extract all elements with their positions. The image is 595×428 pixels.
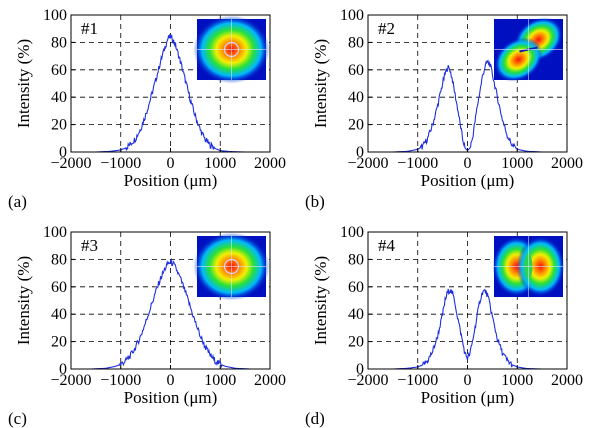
panel-letter: (a) <box>8 192 27 211</box>
panel-tag: #4 <box>378 236 396 255</box>
y-axis-title: Intensity (%) <box>14 39 33 128</box>
y-tick-label: 40 <box>348 89 364 106</box>
x-axis-title: Position (μm) <box>421 171 515 190</box>
panel-tag: #1 <box>81 19 98 38</box>
x-tick-label: 2000 <box>551 372 583 389</box>
x-tick-label: −2000 <box>347 155 388 172</box>
x-tick-label: 1000 <box>501 372 533 389</box>
y-tick-label: 60 <box>348 62 364 79</box>
y-tick-label: 100 <box>43 224 67 241</box>
panel-letter: (c) <box>8 409 27 428</box>
x-tick-label: 1000 <box>204 372 236 389</box>
y-tick-label: 20 <box>348 334 364 351</box>
x-tick-label: 2000 <box>254 155 286 172</box>
y-axis-title: Intensity (%) <box>311 256 330 345</box>
x-tick-label: −1000 <box>397 155 438 172</box>
y-tick-label: 80 <box>348 34 364 51</box>
y-tick-label: 80 <box>51 34 67 51</box>
y-tick-label: 100 <box>340 7 364 24</box>
x-tick-label: −1000 <box>397 372 438 389</box>
panel-c: −2000 −1000 0 1000 2000 0 20 40 60 80 100 Position … <box>8 224 286 428</box>
x-axis-title: Position (μm) <box>421 388 515 407</box>
beam-inset-image <box>193 232 270 301</box>
y-tick-label: 80 <box>51 251 67 268</box>
y-tick-label: 20 <box>51 117 67 134</box>
panel-tag: #2 <box>378 19 395 38</box>
x-tick-label: 0 <box>464 372 472 389</box>
y-tick-label: 0 <box>356 144 364 161</box>
y-tick-label: 100 <box>43 7 67 24</box>
x-tick-label: 2000 <box>254 372 286 389</box>
x-tick-label: 0 <box>167 372 175 389</box>
panel-tag: #3 <box>81 236 98 255</box>
y-axis-title: Intensity (%) <box>311 39 330 128</box>
y-tick-label: 0 <box>59 361 67 378</box>
x-axis-title: Position (μm) <box>124 171 218 190</box>
y-tick-label: 60 <box>348 279 364 296</box>
y-tick-label: 0 <box>59 144 67 161</box>
panel-a: −2000 −1000 0 1000 2000 0 20 40 60 80 100 Position … <box>8 7 286 211</box>
x-tick-label: 0 <box>464 155 472 172</box>
y-tick-label: 100 <box>340 224 364 241</box>
y-tick-label: 80 <box>348 251 364 268</box>
x-tick-label: 1000 <box>501 155 533 172</box>
x-tick-label: 0 <box>167 155 175 172</box>
y-tick-label: 60 <box>51 279 67 296</box>
beam-inset-image <box>193 15 270 84</box>
panel-letter: (b) <box>305 192 325 211</box>
y-tick-label: 40 <box>348 306 364 323</box>
beam-inset-image <box>492 236 565 297</box>
y-tick-label: 40 <box>51 89 67 106</box>
panel-b: −2000 −1000 0 1000 2000 0 20 40 60 80 100 Position … <box>305 7 583 211</box>
panel-d: −2000 −1000 0 1000 2000 0 20 40 60 80 100 Position … <box>305 224 583 428</box>
panel-letter: (d) <box>305 409 325 428</box>
y-tick-label: 40 <box>51 306 67 323</box>
x-axis-title: Position (μm) <box>124 388 218 407</box>
beam-inset-image <box>494 17 563 82</box>
x-tick-label: −1000 <box>100 372 141 389</box>
y-tick-label: 20 <box>348 117 364 134</box>
y-tick-label: 20 <box>51 334 67 351</box>
x-tick-label: 1000 <box>204 155 236 172</box>
x-tick-label: −2000 <box>50 155 91 172</box>
series-line <box>71 257 270 370</box>
y-tick-label: 0 <box>356 361 364 378</box>
x-tick-label: −1000 <box>100 155 141 172</box>
x-tick-label: 2000 <box>551 155 583 172</box>
series-line <box>368 288 567 370</box>
x-tick-label: −2000 <box>347 372 388 389</box>
x-tick-label: −2000 <box>50 372 91 389</box>
y-tick-label: 60 <box>51 62 67 79</box>
y-axis-title: Intensity (%) <box>14 256 33 345</box>
